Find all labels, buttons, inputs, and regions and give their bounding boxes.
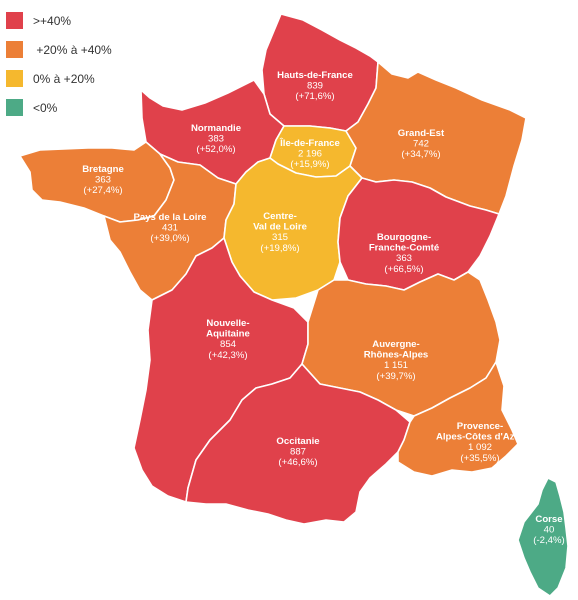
region-value: 40: [544, 525, 555, 536]
legend-swatch: [6, 12, 23, 29]
region-value: 854: [220, 339, 237, 350]
legend-label: 0% à +20%: [33, 71, 95, 86]
region-name: Occitanie: [276, 436, 319, 447]
region-name: Centre-: [263, 211, 297, 222]
region-value: 383: [208, 134, 224, 145]
region-name: Alpes-Côtes d'Azur: [436, 432, 524, 443]
region-change: (+35,5%): [460, 453, 499, 464]
region-change: (+19,8%): [260, 243, 299, 254]
region-name: Bretagne: [82, 164, 124, 175]
region-change: (+52,0%): [196, 144, 235, 155]
region-name: Nouvelle-: [206, 318, 249, 329]
region-name: Rhônes-Alpes: [364, 350, 429, 361]
legend-item: 0% à +20%: [6, 64, 112, 93]
region-corse: [517, 477, 569, 597]
region-name: Franche-Comté: [369, 243, 439, 254]
region-value: 742: [413, 139, 429, 150]
legend-item: >+40%: [6, 6, 112, 35]
region-name: Hauts-de-France: [277, 70, 353, 81]
region-value: 363: [95, 175, 111, 186]
legend-label: +20% à +40%: [33, 42, 112, 57]
region-change: (+39,7%): [376, 371, 415, 382]
legend-swatch: [6, 41, 23, 58]
region-change: (+15,9%): [290, 159, 329, 170]
region-change: (+66,5%): [384, 264, 423, 275]
region-change: (+27,4%): [83, 185, 122, 196]
region-name: Auvergne-: [372, 339, 419, 350]
legend-swatch: [6, 99, 23, 116]
region-name: Pays de la Loire: [133, 212, 206, 223]
region-provence-alpes-cote-d-azur: [397, 361, 519, 477]
region-change: (+34,7%): [401, 149, 440, 160]
region-name: Bourgogne-: [377, 232, 431, 243]
region-change: (+46,6%): [278, 457, 317, 468]
region-name: Grand-Est: [398, 128, 445, 139]
legend-swatch: [6, 70, 23, 87]
region-name: Provence-: [457, 421, 503, 432]
region-change: (-2,4%): [533, 535, 564, 546]
region-name: Corse: [535, 514, 562, 525]
region-value: 315: [272, 232, 288, 243]
legend: >+40% +20% à +40% 0% à +20% <0%: [6, 6, 112, 122]
legend-label: >+40%: [33, 13, 72, 28]
region-value: 2 196: [298, 149, 322, 160]
region-value: 1 092: [468, 442, 492, 453]
region-value: 363: [396, 253, 412, 264]
region-name: Normandie: [191, 123, 241, 134]
region-value: 839: [307, 81, 323, 92]
legend-item: <0%: [6, 93, 112, 122]
region-value: 887: [290, 447, 306, 458]
region-name: Val de Loire: [253, 222, 307, 233]
region-change: (+71,6%): [295, 91, 334, 102]
region-change: (+39,0%): [150, 233, 189, 244]
region-name: Aquitaine: [206, 329, 250, 340]
legend-item: +20% à +40%: [6, 35, 112, 64]
region-value: 1 151: [384, 360, 408, 371]
region-value: 431: [162, 223, 178, 234]
region-change: (+42,3%): [208, 350, 247, 361]
region-name: Île-de-France: [279, 137, 340, 149]
legend-label: <0%: [33, 100, 58, 115]
